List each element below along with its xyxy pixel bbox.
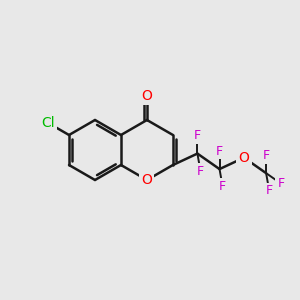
Text: F: F: [262, 149, 270, 162]
Text: F: F: [266, 184, 273, 197]
Text: F: F: [197, 165, 204, 178]
Text: F: F: [194, 129, 201, 142]
Text: F: F: [277, 177, 284, 190]
Text: F: F: [219, 180, 226, 193]
Text: O: O: [142, 89, 152, 103]
Text: Cl: Cl: [41, 116, 55, 130]
Text: F: F: [216, 145, 223, 158]
Text: O: O: [238, 151, 249, 165]
Text: O: O: [142, 173, 152, 187]
